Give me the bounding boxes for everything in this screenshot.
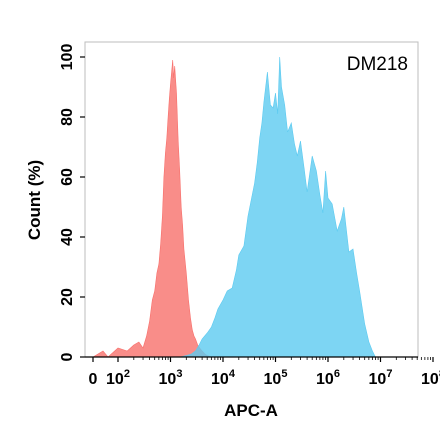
series-layer	[91, 56, 376, 358]
x-tick-label-2: 103	[159, 368, 183, 388]
x-axis-ticks: 0 102 103 104 105 106 107 108	[89, 357, 440, 388]
y-tick-label-4: 80	[59, 108, 76, 126]
y-tick-label-1: 20	[59, 288, 76, 306]
y-tick-label-0: 0	[59, 352, 76, 361]
x-tick-label-0: 0	[89, 371, 98, 388]
x-tick-label-4: 105	[264, 368, 288, 388]
x-tick-label-7: 108	[421, 368, 440, 388]
y-axis-title: Count (%)	[25, 160, 44, 240]
x-tick-label-5: 106	[316, 368, 340, 388]
x-tick-label-1: 102	[106, 368, 130, 388]
series-1-area	[91, 59, 212, 358]
x-tick-label-6: 107	[369, 368, 393, 388]
y-tick-label-5: 100	[59, 44, 76, 71]
series-2-area	[179, 56, 376, 358]
y-tick-label-2: 40	[59, 228, 76, 246]
chart-title: DM218	[347, 54, 408, 75]
y-axis-ticks: 0 20 40 60 80 100	[59, 44, 85, 361]
x-tick-label-3: 104	[211, 368, 236, 388]
x-axis-title: APC-A	[224, 401, 278, 420]
y-tick-label-3: 60	[59, 168, 76, 186]
